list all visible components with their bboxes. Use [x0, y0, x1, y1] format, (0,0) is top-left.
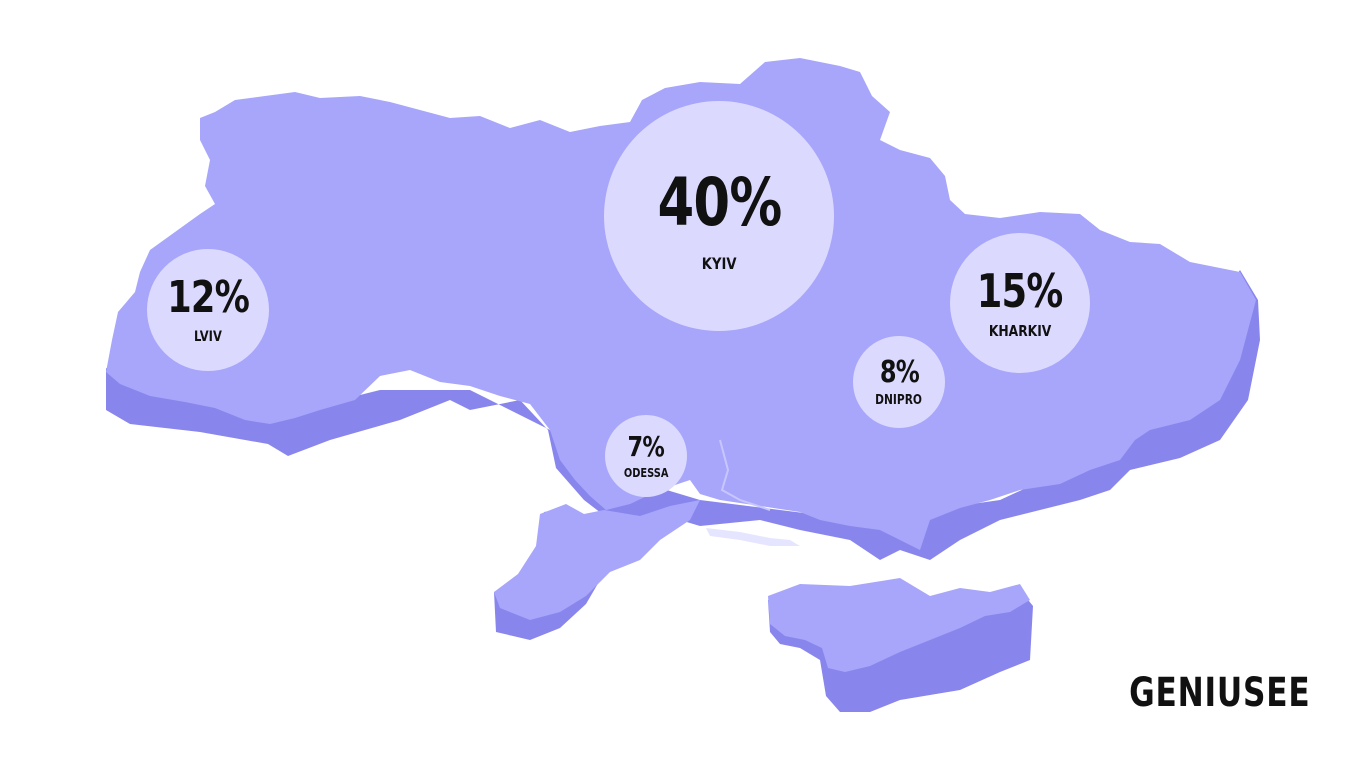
kharkiv-label: KHARKIV	[988, 321, 1052, 340]
bubble-lviv: 12% LVIV	[147, 249, 269, 371]
kyiv-label: KYIV	[701, 254, 737, 273]
bubble-odessa: 7% ODESSA	[605, 415, 687, 497]
bubble-dnipro: 8% DNIPRO	[853, 336, 945, 428]
geniusee-logo: GENIUSEE	[1128, 670, 1310, 716]
odessa-percent: 7%	[627, 430, 665, 463]
odessa-label: ODESSA	[623, 466, 669, 480]
dnipro-label: DNIPRO	[875, 392, 923, 408]
mainland-shadow	[106, 270, 1260, 560]
dnipro-river	[719, 439, 771, 511]
kharkiv-percent: 15%	[977, 263, 1063, 318]
lviv-label: LVIV	[194, 329, 222, 345]
lviv-percent: 12%	[167, 272, 250, 323]
bubble-kyiv: 40% KYIV	[604, 101, 834, 331]
crimea-land	[768, 578, 1030, 672]
kyiv-percent: 40%	[656, 164, 782, 241]
kakhovka-reservoir	[706, 528, 800, 546]
southwest-land	[494, 500, 700, 620]
dnipro-percent: 8%	[879, 354, 919, 390]
bubble-kharkiv: 15% KHARKIV	[950, 233, 1090, 373]
